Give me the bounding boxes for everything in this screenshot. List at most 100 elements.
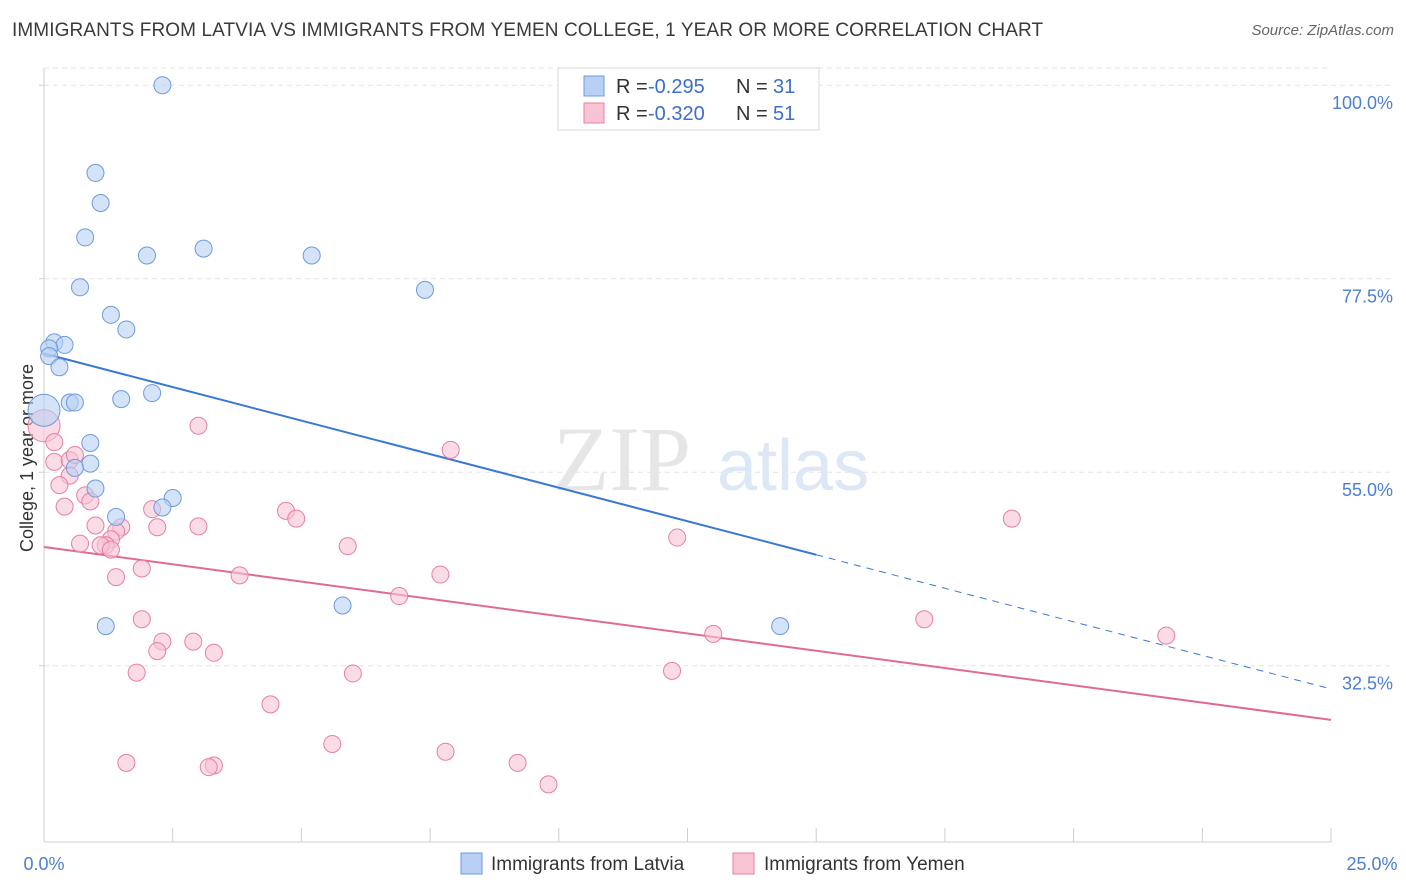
data-point-yemen	[663, 661, 682, 680]
data-point-latvia	[55, 335, 74, 354]
trend-line-latvia-extension	[816, 554, 1332, 690]
data-point-yemen	[184, 632, 203, 651]
chart-source: Source: ZipAtlas.com	[1251, 22, 1394, 39]
data-point-latvia	[101, 305, 120, 324]
data-point-yemen	[441, 440, 460, 459]
x-tick-marks	[43, 828, 1332, 842]
data-point-latvia	[96, 617, 115, 636]
data-point-yemen	[132, 559, 151, 578]
data-point-yemen	[45, 433, 64, 452]
data-point-yemen	[1157, 626, 1176, 645]
data-point-yemen	[101, 540, 120, 559]
data-point-yemen	[204, 643, 223, 662]
data-point-yemen	[127, 663, 146, 682]
y-axis-label: College, 1 year or more	[17, 364, 37, 552]
data-point-latvia	[27, 393, 61, 427]
data-point-yemen	[189, 416, 208, 435]
legend-r-value-latvia: -0.295	[648, 76, 705, 98]
data-point-yemen	[107, 568, 126, 587]
data-point-yemen	[436, 742, 455, 761]
series-legend-label-yemen: Immigrants from Yemen	[764, 854, 965, 875]
data-point-latvia	[117, 320, 136, 339]
data-point-yemen	[189, 517, 208, 536]
series-legend: Immigrants from Latvia Immigrants from Y…	[460, 852, 965, 875]
trend-lines	[43, 352, 1332, 721]
series-legend-swatch-yemen	[732, 852, 755, 875]
data-point-latvia	[65, 458, 84, 477]
y-tick-label: 32.5%	[1342, 674, 1393, 694]
data-point-yemen	[199, 758, 218, 777]
series-legend-label-latvia: Immigrants from Latvia	[491, 854, 685, 875]
data-point-latvia	[194, 239, 213, 258]
chart-title: IMMIGRANTS FROM LATVIA VS IMMIGRANTS FRO…	[12, 20, 1044, 41]
x-tick-label-max: 25.0%	[1346, 854, 1397, 874]
watermark-atlas: atlas	[717, 426, 869, 506]
data-point-yemen	[668, 528, 687, 547]
data-point-yemen	[71, 534, 90, 553]
data-point-yemen	[132, 610, 151, 629]
legend-r-value-yemen: -0.320	[648, 103, 705, 125]
data-point-yemen	[431, 565, 450, 584]
data-point-yemen	[45, 452, 64, 471]
x-tick-label-min: 0.0%	[23, 854, 64, 874]
data-point-yemen	[86, 516, 105, 535]
data-point-latvia	[65, 393, 84, 412]
y-tick-labels: 100.0% 77.5% 55.0% 32.5%	[1332, 93, 1393, 694]
data-point-yemen	[117, 753, 136, 772]
data-point-yemen	[915, 610, 934, 629]
legend-r-label-latvia: R =	[616, 76, 648, 98]
legend-n-value-latvia: 31	[773, 76, 795, 98]
data-point-latvia	[112, 390, 131, 409]
legend-n-label-yemen: N =	[736, 103, 768, 125]
data-point-latvia	[40, 347, 59, 366]
data-point-yemen	[343, 664, 362, 683]
data-point-latvia	[76, 228, 95, 247]
data-point-latvia	[333, 596, 352, 615]
legend-n-label-latvia: N =	[736, 76, 768, 98]
legend-n-value-yemen: 51	[773, 103, 795, 125]
legend-swatch-yemen	[583, 102, 605, 124]
data-point-latvia	[302, 246, 321, 265]
y-tick-label: 100.0%	[1332, 93, 1393, 113]
watermark: ZIP atlas	[553, 408, 869, 510]
watermark-zip: ZIP	[553, 408, 691, 510]
data-point-latvia	[86, 479, 105, 498]
data-point-yemen	[323, 734, 342, 753]
data-point-latvia	[137, 246, 156, 265]
data-point-yemen	[390, 587, 409, 606]
data-point-yemen	[539, 775, 558, 794]
data-point-latvia	[143, 384, 162, 403]
legend-r-label-yemen: R =	[616, 103, 648, 125]
data-point-latvia	[771, 617, 790, 636]
data-point-yemen	[50, 476, 69, 495]
series-legend-swatch-latvia	[460, 852, 483, 875]
data-point-latvia	[153, 498, 172, 517]
data-point-yemen	[261, 695, 280, 714]
data-points	[27, 76, 1176, 794]
trend-line-latvia	[43, 352, 817, 556]
data-point-latvia	[107, 507, 126, 526]
data-point-yemen	[230, 566, 249, 585]
data-point-latvia	[50, 358, 69, 377]
data-point-yemen	[55, 497, 74, 516]
data-point-yemen	[148, 642, 167, 661]
data-point-latvia	[81, 454, 100, 473]
correlation-legend: R = -0.295 N = 31 R = -0.320 N = 51	[557, 67, 820, 131]
data-point-yemen	[148, 518, 167, 537]
data-point-latvia	[81, 433, 100, 452]
y-tick-label: 77.5%	[1342, 287, 1393, 307]
legend-swatch-latvia	[583, 75, 605, 97]
data-point-yemen	[508, 753, 527, 772]
data-point-latvia	[153, 76, 172, 95]
trend-line-yemen	[43, 546, 1332, 721]
y-tick-label: 55.0%	[1342, 480, 1393, 500]
data-point-latvia	[91, 194, 110, 213]
data-point-yemen	[704, 624, 723, 643]
data-point-yemen	[1002, 509, 1021, 528]
data-point-latvia	[71, 278, 90, 297]
data-point-latvia	[86, 163, 105, 182]
data-point-latvia	[415, 280, 434, 299]
data-point-yemen	[287, 509, 306, 528]
data-point-yemen	[338, 537, 357, 556]
